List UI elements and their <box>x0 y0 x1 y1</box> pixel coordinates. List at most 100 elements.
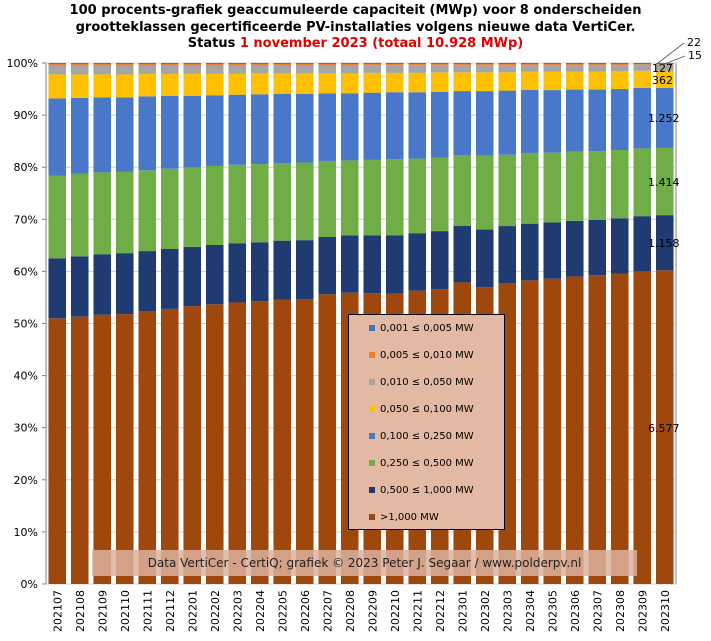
bar-segment <box>633 216 652 272</box>
bar-segment <box>633 148 652 217</box>
bar-segment <box>183 63 202 65</box>
legend-swatch <box>369 406 375 412</box>
x-tick-label: 202208 <box>344 590 357 632</box>
bar-segment <box>363 92 382 160</box>
bar-segment <box>475 65 494 73</box>
bar-segment <box>250 64 269 66</box>
bar-segment <box>543 63 562 65</box>
bar-segment <box>588 64 607 66</box>
bar-segment <box>70 63 89 65</box>
bar-segment <box>138 170 157 252</box>
bar-segment <box>70 97 89 174</box>
bar-segment <box>363 159 382 236</box>
bar-segment <box>273 63 292 65</box>
legend-item: 0,050 ≤ 0,100 MW <box>369 404 474 415</box>
bar-segment <box>340 73 359 94</box>
bar-segment <box>183 306 202 584</box>
x-tick-label: 202305 <box>546 590 559 632</box>
y-tick-label: 60% <box>14 265 38 278</box>
bar-segment <box>655 270 674 584</box>
legend-label: 0,100 ≤ 0,250 MW <box>380 431 474 442</box>
bar-segment <box>93 64 112 66</box>
bar-segment <box>655 88 674 148</box>
x-tick-label: 202306 <box>569 590 582 632</box>
y-tick-label: 30% <box>14 422 38 435</box>
bar-segment <box>295 73 314 94</box>
bar-segment <box>610 273 629 584</box>
x-tick-label: 202210 <box>389 590 402 632</box>
bar-segment <box>453 225 472 283</box>
x-tick-label: 202212 <box>434 590 447 632</box>
bar-segment <box>520 223 539 281</box>
legend-label: 0,005 ≤ 0,010 MW <box>380 350 474 361</box>
bar-segment <box>160 63 179 65</box>
bar-segment <box>205 73 224 96</box>
bar-segment <box>273 65 292 74</box>
bar-segment <box>318 294 337 584</box>
bar-segment <box>565 151 584 221</box>
bar-segment <box>633 70 652 89</box>
y-tick-label: 100% <box>7 57 38 70</box>
bar-segment <box>205 304 224 584</box>
bar-segment <box>453 65 472 73</box>
bar-segment <box>363 63 382 65</box>
bar-segment <box>115 97 134 172</box>
x-tick-label: 202206 <box>299 590 312 632</box>
bar-segment <box>228 94 247 165</box>
bar-segment <box>498 64 517 66</box>
bar-segment <box>475 91 494 156</box>
bar-segment <box>295 162 314 241</box>
bar-segment <box>475 155 494 230</box>
bar-segment <box>70 65 89 75</box>
bar-segment <box>183 246 202 307</box>
bar-segment <box>48 64 67 66</box>
legend-swatch <box>369 487 375 493</box>
x-tick-label: 202301 <box>456 590 469 632</box>
bar-segment <box>498 226 517 284</box>
x-tick-label: 202308 <box>614 590 627 632</box>
legend-swatch <box>369 379 375 385</box>
bar-segment <box>205 95 224 166</box>
bar-segment <box>385 64 404 66</box>
bar-segment <box>48 175 67 259</box>
data-label: 15 <box>688 49 702 62</box>
bar-segment <box>183 64 202 66</box>
bar-segment <box>138 64 157 66</box>
bar-segment <box>385 159 404 236</box>
x-tick-label: 202112 <box>164 590 177 632</box>
bar-segment <box>363 235 382 294</box>
bar-segment <box>340 64 359 66</box>
data-label: 1.414 <box>648 176 680 189</box>
x-tick-label: 202109 <box>96 590 109 632</box>
bar-segment <box>250 164 269 243</box>
bar-segment <box>565 63 584 65</box>
x-tick-label: 202110 <box>119 590 132 632</box>
legend-label: 0,050 ≤ 0,100 MW <box>380 404 474 415</box>
bar-segment <box>633 88 652 149</box>
data-label: 6.577 <box>648 422 680 435</box>
bar-segment <box>295 64 314 66</box>
legend-item: 0,250 ≤ 0,500 MW <box>369 458 474 469</box>
bar-segment <box>610 71 629 90</box>
bar-segment <box>115 63 134 65</box>
bar-segment <box>318 93 337 161</box>
legend-label: 0,250 ≤ 0,500 MW <box>380 458 474 469</box>
bar-segment <box>543 64 562 66</box>
bar-segment <box>610 64 629 66</box>
bar-segment <box>430 64 449 66</box>
leader-line <box>657 42 685 64</box>
bar-segment <box>228 63 247 65</box>
bar-segment <box>93 172 112 255</box>
bar-segment <box>475 72 494 92</box>
bar-segment <box>385 63 404 65</box>
bar-segment <box>183 95 202 168</box>
bar-segment <box>318 73 337 94</box>
bar-segment <box>138 96 157 171</box>
bar-segment <box>138 63 157 65</box>
bar-segment <box>520 71 539 91</box>
bar-segment <box>633 63 652 65</box>
y-tick-label: 0% <box>21 578 38 591</box>
bar-segment <box>363 65 382 73</box>
bar-segment <box>205 244 224 305</box>
bar-segment <box>160 95 179 169</box>
